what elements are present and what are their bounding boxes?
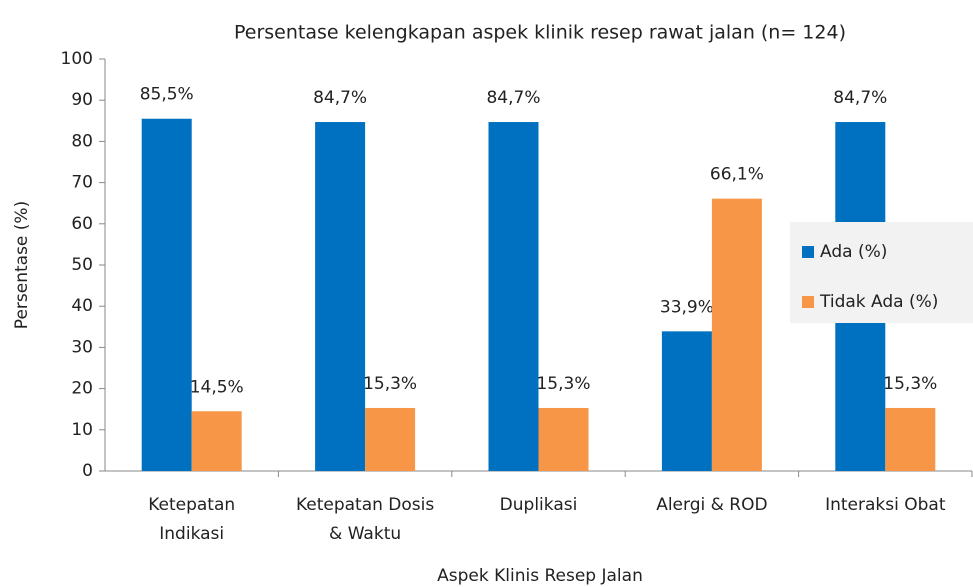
value-label: 15,3% [536,374,590,394]
x-tick-label: & Waktu [329,524,401,544]
bar [315,122,366,471]
value-label: 66,1% [710,165,764,185]
y-tick-label: 0 [82,461,93,481]
legend-marker [802,296,814,308]
y-tick-label: 70 [71,173,93,193]
x-tick-label: Duplikasi [500,495,578,515]
y-tick-label: 10 [71,420,93,440]
bar [141,118,192,472]
bar [488,122,539,471]
legend-marker [802,246,814,258]
y-tick-label: 20 [71,379,93,399]
y-tick-label: 30 [71,337,93,357]
value-label: 84,7% [833,88,887,108]
y-tick-label: 80 [71,131,93,151]
chart-title: Persentase kelengkapan aspek klinik rese… [234,22,846,44]
y-tick-label: 50 [71,255,93,275]
x-axis-title: Aspek Klinis Resep Jalan [437,566,643,586]
y-tick-label: 100 [61,49,93,69]
value-label: 14,5% [190,377,244,397]
y-tick-label: 40 [71,296,93,316]
x-tick-label: Interaksi Obat [825,495,946,515]
value-label: 15,3% [363,374,417,394]
legend-label: Ada (%) [820,242,887,262]
bar [538,407,589,471]
value-label: 15,3% [883,374,937,394]
bar [661,331,712,471]
legend-label: Tidak Ada (%) [819,292,938,312]
value-label: 33,9% [660,297,714,317]
y-tick-label: 60 [71,214,93,234]
value-label: 84,7% [313,88,367,108]
x-tick-label: Indikasi [159,524,224,544]
bar [711,198,762,471]
value-label: 84,7% [486,88,540,108]
y-tick-label: 90 [71,90,93,110]
legend-box [790,222,973,323]
bar [191,411,242,471]
x-tick-label: Ketepatan [148,495,235,515]
bar [365,407,416,471]
value-label: 85,5% [140,85,194,105]
x-tick-label: Ketepatan Dosis [296,495,434,515]
y-axis-title: Persentase (%) [12,201,32,329]
x-tick-label: Alergi & ROD [656,495,767,515]
bar [885,407,936,471]
